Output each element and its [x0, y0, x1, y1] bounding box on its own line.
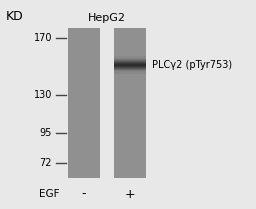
Bar	[114, 59, 146, 61]
Text: 130: 130	[34, 90, 52, 100]
Text: 170: 170	[34, 33, 52, 43]
Bar	[114, 70, 146, 71]
Bar	[114, 60, 146, 62]
Bar	[114, 63, 146, 64]
Bar	[114, 56, 146, 57]
Bar	[114, 65, 146, 67]
Bar	[114, 28, 146, 178]
Text: HepG2: HepG2	[88, 13, 126, 23]
Bar	[114, 71, 146, 73]
Bar	[114, 58, 146, 59]
Text: -: -	[82, 187, 86, 200]
Bar	[114, 69, 146, 70]
Bar	[114, 64, 146, 65]
Bar	[114, 65, 146, 66]
Text: EGF: EGF	[39, 189, 60, 199]
Text: PLCγ2 (pTyr753): PLCγ2 (pTyr753)	[152, 60, 232, 70]
Text: +: +	[125, 187, 135, 200]
Bar	[114, 62, 146, 63]
Bar	[114, 68, 146, 69]
Bar	[114, 59, 146, 60]
Bar	[114, 70, 146, 72]
Bar	[114, 61, 146, 62]
Bar	[114, 57, 146, 58]
Bar	[114, 72, 146, 74]
Text: KD: KD	[6, 9, 24, 23]
Text: 72: 72	[39, 158, 52, 168]
Bar	[68, 28, 100, 178]
Text: 95: 95	[40, 128, 52, 138]
Bar	[114, 67, 146, 68]
Bar	[114, 66, 146, 68]
